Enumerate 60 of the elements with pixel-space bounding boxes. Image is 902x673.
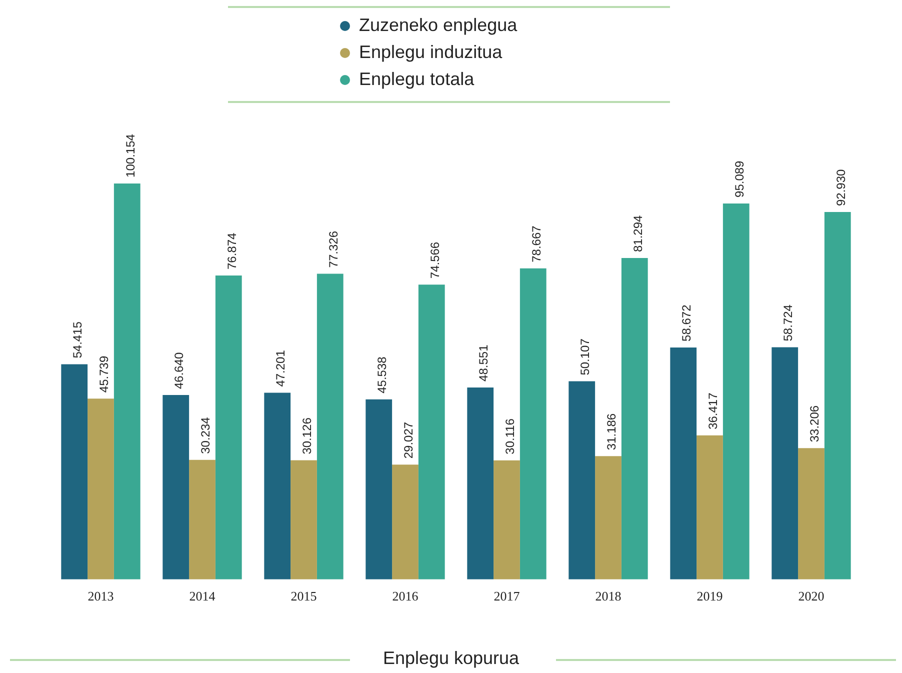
data-label: 92.930 — [834, 168, 848, 206]
x-tick-label: 2019 — [696, 588, 723, 604]
data-label: 45.538 — [375, 356, 390, 394]
legend-label: Enplegu induzitua — [359, 42, 502, 63]
bar — [621, 258, 648, 580]
data-label: 30.116 — [503, 418, 518, 454]
data-label: 30.126 — [300, 417, 314, 454]
bar — [316, 274, 344, 580]
bar — [366, 399, 392, 580]
data-label: 50.107 — [578, 338, 592, 376]
data-label: 36.417 — [706, 392, 720, 430]
x-tick-label: 2018 — [595, 588, 622, 604]
data-label: 46.640 — [172, 352, 186, 390]
bar — [290, 460, 317, 580]
bar — [494, 460, 520, 580]
data-label: 58.672 — [680, 304, 694, 342]
data-label: 74.566 — [428, 242, 442, 279]
data-label: 100.154 — [123, 134, 138, 178]
data-label: 47.201 — [274, 350, 288, 387]
data-label: 76.874 — [224, 232, 239, 270]
bar — [520, 268, 546, 580]
bar — [162, 395, 190, 580]
x-tick-label: 2016 — [392, 588, 419, 604]
data-label: 48.551 — [476, 344, 491, 382]
data-label: 29.027 — [402, 422, 416, 459]
bar — [215, 275, 242, 580]
bar — [114, 183, 140, 580]
bar — [595, 456, 622, 580]
x-tick-label: 2013 — [88, 588, 114, 604]
bar — [798, 448, 824, 580]
data-label: 77.326 — [326, 230, 340, 268]
data-label: 33.206 — [808, 405, 822, 442]
bar — [418, 284, 445, 580]
data-label: 58.724 — [781, 304, 796, 342]
legend-label: Zuzeneko enplegua — [359, 15, 518, 36]
data-label: 30.234 — [198, 416, 213, 454]
bar — [824, 212, 851, 580]
bar — [772, 347, 798, 580]
bar — [696, 435, 723, 580]
legend-label: Enplegu totala — [359, 69, 474, 90]
data-label: 81.294 — [630, 214, 645, 252]
x-axis-title: Enplegu kopurua — [372, 648, 530, 668]
bar — [670, 347, 697, 580]
data-label: 95.089 — [732, 160, 746, 198]
data-label: 78.667 — [529, 225, 544, 262]
data-label: 45.739 — [97, 356, 112, 393]
bar — [264, 392, 291, 580]
bar — [61, 364, 88, 580]
bar — [189, 460, 216, 580]
bar — [88, 398, 114, 580]
x-tick-label: 2015 — [290, 588, 317, 604]
x-tick-label: 2017 — [494, 588, 520, 604]
bar — [467, 387, 494, 580]
bar — [392, 464, 418, 580]
bar — [722, 203, 750, 580]
data-label: 31.186 — [604, 413, 619, 450]
data-label: 54.415 — [70, 321, 85, 358]
x-tick-label: 2020 — [798, 588, 824, 604]
bar — [568, 381, 596, 580]
x-tick-label: 2014 — [189, 588, 216, 604]
